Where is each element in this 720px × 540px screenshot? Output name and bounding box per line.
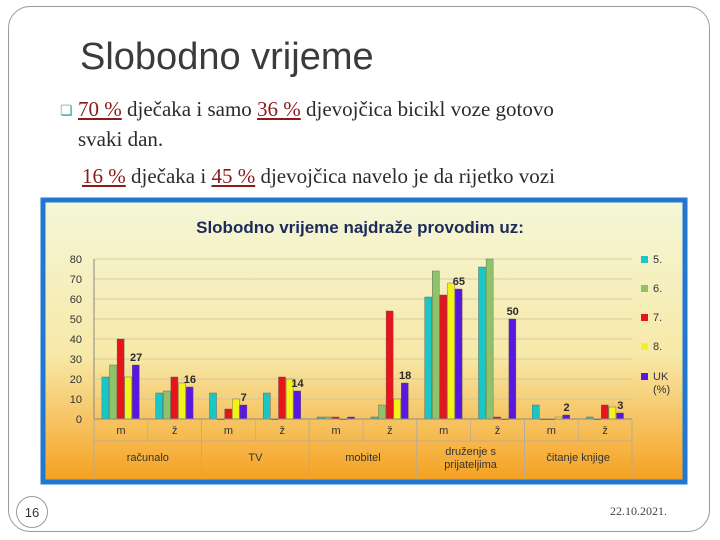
- group-label: mobitel: [345, 452, 380, 464]
- bar-uk-1: [185, 386, 194, 420]
- bar-7-3: [278, 376, 286, 420]
- x-tick-label: ž: [387, 425, 393, 437]
- percent-boys-1: 70 %: [78, 97, 122, 121]
- slide-title: Slobodno vrijeme: [80, 36, 374, 78]
- group-label: računalo: [127, 452, 169, 464]
- y-tick-label: 0: [76, 414, 82, 426]
- bullet-line-1: ❏ 70 % dječaka i samo 36 % djevojčica bic…: [60, 97, 554, 122]
- bar-6-6: [432, 270, 440, 420]
- x-tick-label: m: [439, 425, 448, 437]
- bar-5-1: [155, 392, 163, 420]
- bullet-line-2: svaki dan.: [78, 127, 164, 151]
- bar-5-6: [424, 296, 432, 420]
- legend-swatch: [641, 343, 648, 350]
- percent-girls-1: 36 %: [257, 97, 301, 121]
- bullet-line-3: 16 % dječaka i 45 % djevojčica navelo je…: [82, 164, 555, 189]
- bar-5-7: [478, 266, 486, 420]
- legend-label: 8.: [653, 341, 662, 353]
- percent-girls-2: 45 %: [211, 164, 256, 188]
- bar-uk-9: [616, 412, 624, 420]
- legend-label: (%): [653, 384, 670, 396]
- chart-background: [40, 197, 688, 485]
- data-label: 7: [241, 392, 247, 404]
- legend-label: 6.: [653, 283, 662, 295]
- bar-uk-3: [293, 390, 301, 420]
- group-label: čitanje knjige: [546, 452, 610, 464]
- chart-container: Slobodno vrijeme najdraže provodim uz: 0…: [40, 197, 688, 485]
- x-tick-label: m: [224, 425, 233, 437]
- bar-uk-0: [132, 364, 140, 420]
- x-tick-label: ž: [172, 425, 178, 437]
- bar-8-0: [124, 376, 132, 420]
- text-3a: dječaka i: [125, 164, 212, 188]
- data-label: 3: [617, 400, 623, 412]
- bullet-icon: ❏: [60, 103, 73, 119]
- x-tick-label: m: [332, 425, 341, 437]
- bar-8-1: [178, 382, 186, 420]
- y-tick-label: 10: [70, 394, 82, 406]
- legend-label: 7.: [653, 312, 662, 324]
- data-label: 50: [507, 306, 519, 318]
- bar-8-9: [608, 406, 617, 420]
- y-tick-label: 60: [70, 294, 82, 306]
- bar-7-6: [439, 294, 448, 420]
- bar-7-1: [170, 376, 179, 420]
- bar-7-2: [224, 408, 232, 420]
- y-tick-label: 70: [70, 274, 82, 286]
- bar-6-5: [378, 404, 386, 420]
- x-tick-label: ž: [602, 425, 608, 437]
- data-label: 18: [399, 370, 411, 382]
- data-label: 14: [291, 378, 304, 390]
- data-label: 27: [130, 352, 142, 364]
- bar-uk-8: [562, 414, 570, 420]
- bar-5-8: [532, 404, 540, 420]
- chart-title: Slobodno vrijeme najdraže provodim uz:: [196, 218, 524, 237]
- y-tick-label: 40: [70, 334, 82, 346]
- y-tick-label: 20: [70, 374, 82, 386]
- legend-swatch: [641, 373, 648, 380]
- x-tick-label: ž: [280, 425, 286, 437]
- legend-label: 5.: [653, 254, 662, 266]
- bar-8-5: [393, 398, 401, 420]
- legend-swatch: [641, 285, 648, 292]
- legend-label: UK: [653, 371, 669, 383]
- bar-5-3: [263, 392, 271, 420]
- text-3b: djevojčica navelo je da rijetko vozi: [255, 164, 555, 188]
- y-tick-label: 80: [70, 254, 82, 266]
- bar-6-1: [163, 390, 171, 420]
- slide-date: 22.10.2021.: [610, 504, 667, 518]
- legend-swatch: [641, 314, 648, 321]
- y-tick-label: 30: [70, 354, 82, 366]
- x-tick-label: m: [116, 425, 125, 437]
- bar-8-6: [447, 282, 455, 420]
- bar-7-9: [601, 404, 609, 420]
- x-tick-label: ž: [495, 425, 501, 437]
- bar-6-7: [485, 258, 494, 420]
- bar-chart: Slobodno vrijeme najdraže provodim uz: 0…: [40, 197, 688, 485]
- x-tick-label: m: [547, 425, 556, 437]
- group-label: prijateljima: [444, 459, 497, 471]
- data-label: 65: [453, 276, 465, 288]
- text-1a: dječaka i samo: [121, 97, 258, 121]
- bar-8-2: [232, 398, 240, 420]
- page-number: 16: [16, 496, 48, 528]
- bar-7-5: [385, 310, 394, 420]
- bar-5-0: [101, 376, 110, 420]
- bar-uk-5: [401, 382, 409, 420]
- bar-uk-6: [454, 288, 463, 420]
- data-label: 2: [563, 402, 569, 414]
- percent-boys-2: 16 %: [82, 164, 126, 188]
- bar-uk-2: [239, 404, 248, 420]
- bar-6-0: [109, 364, 117, 420]
- bar-uk-7: [508, 318, 517, 420]
- text-1b: djevojčica bicikl voze gotovo: [300, 97, 554, 121]
- group-label: druženje s: [445, 446, 496, 458]
- bar-7-0: [116, 338, 125, 420]
- data-label: 16: [184, 374, 196, 386]
- y-tick-label: 50: [70, 314, 82, 326]
- group-label: TV: [248, 452, 263, 464]
- legend-swatch: [641, 256, 648, 263]
- bar-5-2: [209, 392, 217, 420]
